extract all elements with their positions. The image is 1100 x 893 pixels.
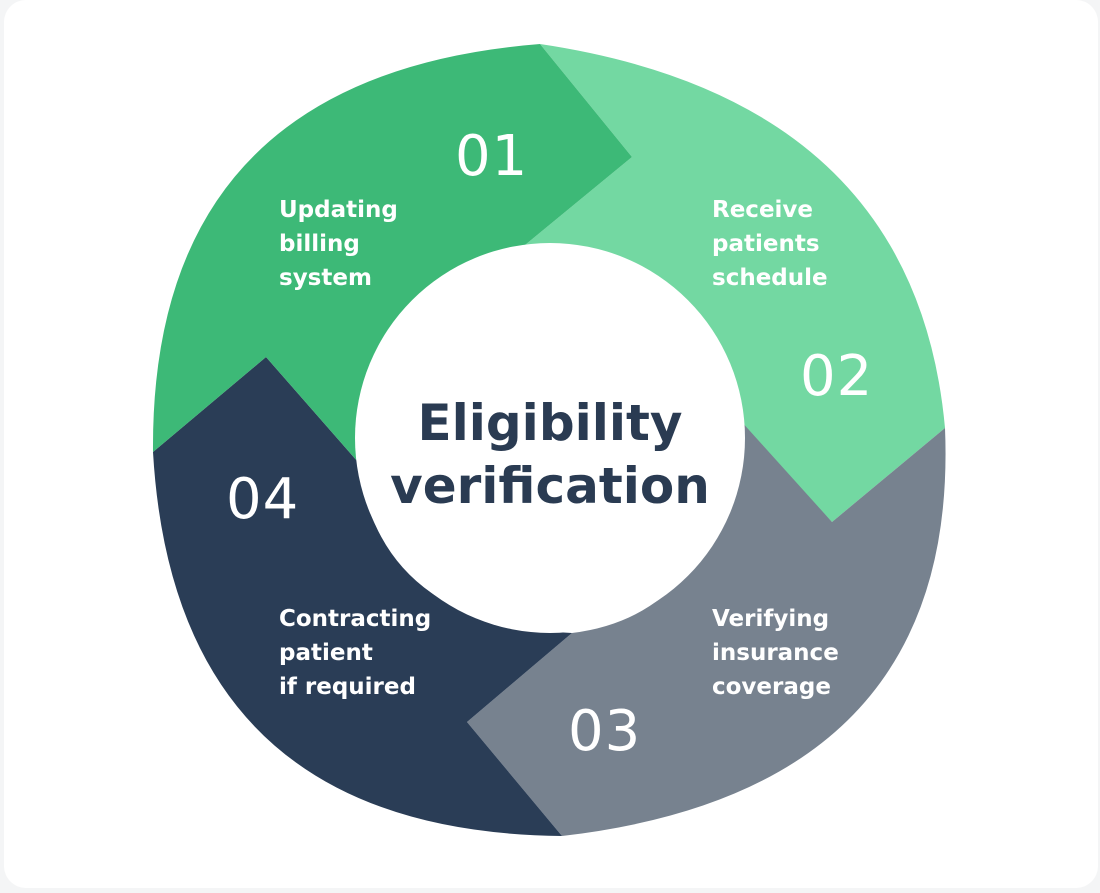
step-03-number: 03: [568, 699, 641, 764]
step-04-label-line1: Contracting: [279, 606, 431, 632]
step-03-label-line3: coverage: [712, 674, 831, 700]
segment-04: [153, 357, 572, 836]
step-04-label-line2: patient: [279, 640, 373, 666]
step-04-label-line3: if required: [279, 674, 416, 700]
center-title-line1: Eligibility: [417, 394, 682, 452]
center-circle: [355, 243, 745, 633]
step-01-label-line2: billing: [279, 231, 360, 257]
step-02-number: 02: [800, 344, 873, 409]
segment-03: [467, 420, 946, 836]
step-02-label-line2: patients: [712, 231, 820, 257]
center-title-line2: verification: [390, 457, 710, 515]
segment-01: [152, 44, 632, 462]
step-03-label-line1: Verifying: [712, 606, 829, 632]
step-01-label-line1: Updating: [279, 197, 398, 223]
step-02-label-line3: schedule: [712, 265, 828, 291]
step-01-label-line3: system: [279, 265, 372, 291]
step-03-label-line2: insurance: [712, 640, 839, 666]
step-02-label-line1: Receive: [712, 197, 813, 223]
step-04-number: 04: [226, 467, 299, 532]
step-01-number: 01: [455, 124, 528, 189]
segment-02: [525, 44, 945, 522]
